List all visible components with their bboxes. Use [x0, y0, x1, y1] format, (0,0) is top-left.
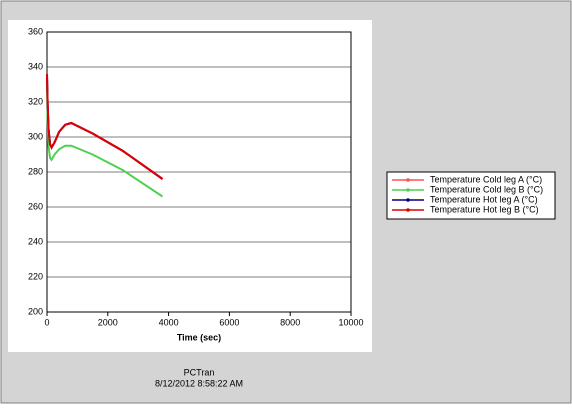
footer-app: PCTran — [184, 367, 215, 377]
legend-label: Temperature Hot leg B (°C) — [430, 204, 539, 214]
x-tick-label: 8000 — [280, 317, 300, 327]
legend-marker — [406, 208, 410, 212]
plot-panel — [8, 20, 372, 352]
x-tick-label: 2000 — [98, 317, 118, 327]
y-tick-label: 240 — [28, 236, 43, 246]
legend-label: Temperature Hot leg A (°C) — [430, 194, 538, 204]
x-axis-label: Time (sec) — [177, 332, 221, 342]
legend-marker — [406, 188, 410, 192]
series-line — [46, 84, 164, 198]
series-line — [46, 73, 164, 180]
y-tick-label: 320 — [28, 96, 43, 106]
x-tick-label: 10000 — [338, 317, 363, 327]
y-tick-label: 360 — [28, 26, 43, 36]
y-tick-label: 200 — [28, 306, 43, 316]
x-tick-label: 0 — [44, 317, 49, 327]
legend-marker — [406, 198, 410, 202]
y-tick-label: 260 — [28, 201, 43, 211]
y-tick-label: 220 — [28, 271, 43, 281]
legend-label: Temperature Cold leg B (°C) — [430, 184, 543, 194]
y-tick-label: 300 — [28, 131, 43, 141]
y-tick-label: 280 — [28, 166, 43, 176]
x-tick-label: 6000 — [219, 317, 239, 327]
legend-marker — [406, 178, 410, 182]
x-tick-label: 4000 — [159, 317, 179, 327]
footer-timestamp: 8/12/2012 8:58:22 AM — [155, 378, 243, 388]
y-tick-label: 340 — [28, 61, 43, 71]
legend-label: Temperature Cold leg A (°C) — [430, 174, 542, 184]
